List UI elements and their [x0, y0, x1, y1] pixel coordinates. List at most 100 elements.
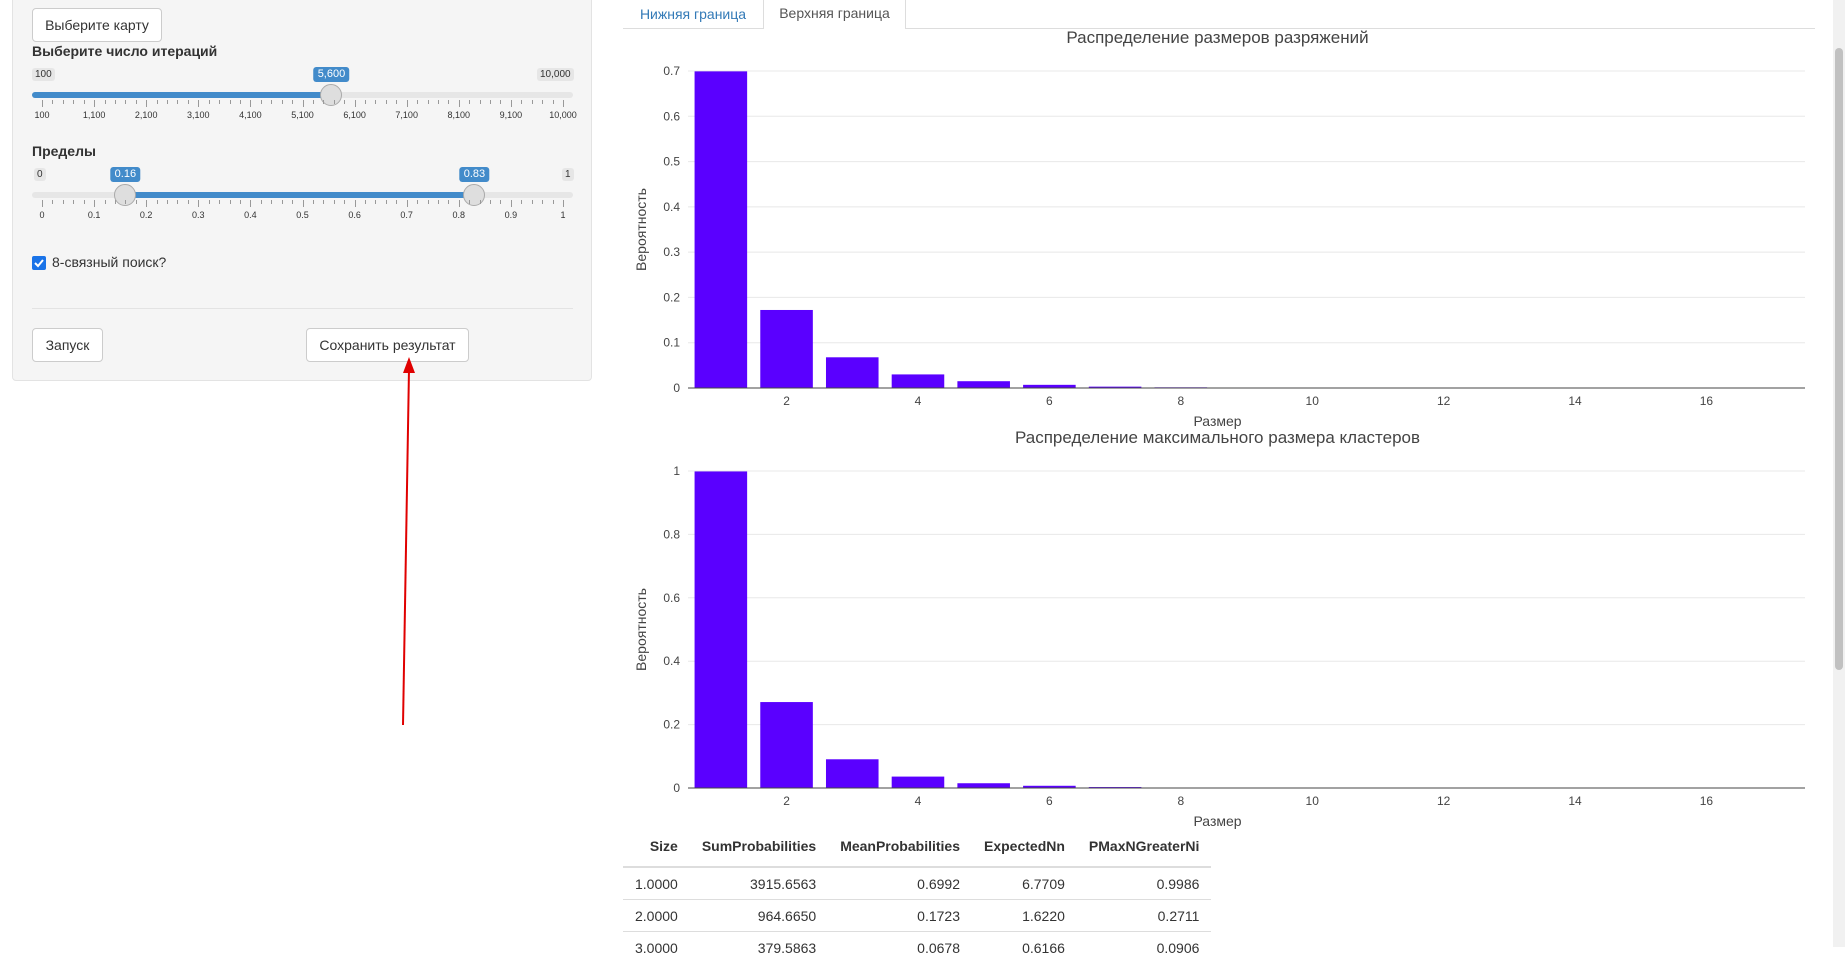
iterations-minor-tick	[553, 100, 554, 104]
y-axis-label: Вероятность	[633, 588, 649, 671]
bounds-minor-tick	[334, 200, 335, 204]
bounds-minor-tick	[209, 200, 210, 204]
x-tick-label: 8	[1177, 794, 1184, 808]
iterations-minor-tick	[417, 100, 418, 104]
page-scrollbar[interactable]	[1833, 0, 1845, 947]
bounds-minor-tick	[73, 200, 74, 204]
bounds-minor-tick	[365, 200, 366, 204]
sidebar-divider	[32, 308, 573, 309]
iterations-tick-label: 7,100	[395, 110, 418, 120]
bounds-minor-tick	[532, 200, 533, 204]
bounds-minor-tick	[52, 200, 53, 204]
x-tick-label: 4	[915, 794, 922, 808]
bounds-minor-tick	[323, 200, 324, 204]
table-cell: 0.1723	[828, 900, 972, 932]
bounds-minor-tick	[553, 200, 554, 204]
bar	[760, 310, 813, 388]
iterations-tick	[407, 100, 408, 107]
choose-map-button[interactable]: Выберите карту	[32, 8, 162, 42]
y-tick-label: 0	[673, 781, 680, 795]
iterations-minor-tick	[365, 100, 366, 104]
iterations-minor-tick	[167, 100, 168, 104]
iterations-fill	[32, 92, 331, 98]
iterations-tick	[250, 100, 251, 107]
iterations-minor-tick	[219, 100, 220, 104]
bar	[760, 702, 813, 788]
bounds-tick-label: 0.3	[192, 210, 205, 220]
bounds-tick	[250, 200, 251, 207]
table-cell: 0.9986	[1077, 867, 1212, 900]
iterations-minor-tick	[396, 100, 397, 104]
iterations-minor-tick	[261, 100, 262, 104]
table-cell: 379.5863	[690, 932, 828, 963]
iterations-minor-tick	[500, 100, 501, 104]
bounds-low-badge: 0.16	[111, 167, 140, 182]
iterations-minor-tick	[52, 100, 53, 104]
bar	[892, 374, 945, 388]
iterations-tick-label: 10,000	[549, 110, 577, 120]
checkmark-icon	[33, 257, 45, 269]
bounds-tick-label: 0.1	[88, 210, 101, 220]
chart-title: Распределение максимального размера клас…	[1015, 428, 1420, 447]
table-header-row: Size SumProbabilities MeanProbabilities …	[623, 826, 1211, 867]
eight-connected-label: 8-связный поиск?	[52, 254, 166, 270]
iterations-tick	[563, 100, 564, 107]
y-tick-label: 0.4	[663, 200, 680, 214]
iterations-minor-tick	[177, 100, 178, 104]
iterations-tick	[355, 100, 356, 107]
bounds-minor-tick	[136, 200, 137, 204]
tab-lower-bound[interactable]: Нижняя граница	[623, 0, 763, 27]
table-cell: 0.0678	[828, 932, 972, 963]
iterations-minor-tick	[448, 100, 449, 104]
bounds-tick-label: 0	[39, 210, 44, 220]
bounds-tick	[407, 200, 408, 207]
bounds-minor-tick	[428, 200, 429, 204]
bounds-high-handle[interactable]	[463, 184, 485, 206]
iterations-minor-tick	[313, 100, 314, 104]
bounds-minor-tick	[292, 200, 293, 204]
iterations-tick-label: 2,100	[135, 110, 158, 120]
table-cell: 6.7709	[972, 867, 1077, 900]
iterations-minor-tick	[469, 100, 470, 104]
iterations-minor-tick	[344, 100, 345, 104]
y-tick-label: 0.4	[663, 654, 680, 668]
table-row: 2.0000 964.6650 0.1723 1.6220 0.2711	[623, 900, 1211, 932]
run-button[interactable]: Запуск	[32, 328, 103, 362]
column-header: SumProbabilities	[690, 826, 828, 867]
iterations-minor-tick	[521, 100, 522, 104]
y-tick-label: 1	[673, 464, 680, 478]
iterations-tick	[459, 100, 460, 107]
chart-title: Распределение размеров разряжений	[1066, 28, 1368, 47]
bounds-minor-tick	[396, 200, 397, 204]
x-tick-label: 16	[1700, 394, 1714, 408]
iterations-minor-tick	[542, 100, 543, 104]
iterations-minor-tick	[115, 100, 116, 104]
bounds-tick	[146, 200, 147, 207]
iterations-minor-tick	[323, 100, 324, 104]
bounds-minor-tick	[480, 200, 481, 204]
x-tick-label: 2	[783, 394, 790, 408]
x-tick-label: 6	[1046, 394, 1053, 408]
bounds-tick	[42, 200, 43, 207]
x-tick-label: 6	[1046, 794, 1053, 808]
bounds-minor-tick	[469, 200, 470, 204]
table-cell: 0.0906	[1077, 932, 1212, 963]
bounds-label: Пределы	[32, 143, 96, 159]
iterations-tick-label: 5,100	[291, 110, 314, 120]
bounds-tick	[355, 200, 356, 207]
bounds-tick	[303, 200, 304, 207]
iterations-minor-tick	[136, 100, 137, 104]
x-tick-label: 10	[1306, 394, 1320, 408]
scrollbar-thumb[interactable]	[1835, 48, 1843, 670]
bounds-minor-tick	[375, 200, 376, 204]
iterations-max: 10,000	[537, 68, 574, 81]
iterations-tick-label: 8,100	[448, 110, 471, 120]
save-result-button[interactable]: Сохранить результат	[306, 328, 469, 362]
y-tick-label: 0.6	[663, 109, 680, 123]
iterations-minor-tick	[230, 100, 231, 104]
iterations-tick	[511, 100, 512, 107]
eight-connected-checkbox[interactable]	[32, 256, 46, 270]
iterations-min: 100	[32, 68, 55, 81]
iterations-minor-tick	[84, 100, 85, 104]
